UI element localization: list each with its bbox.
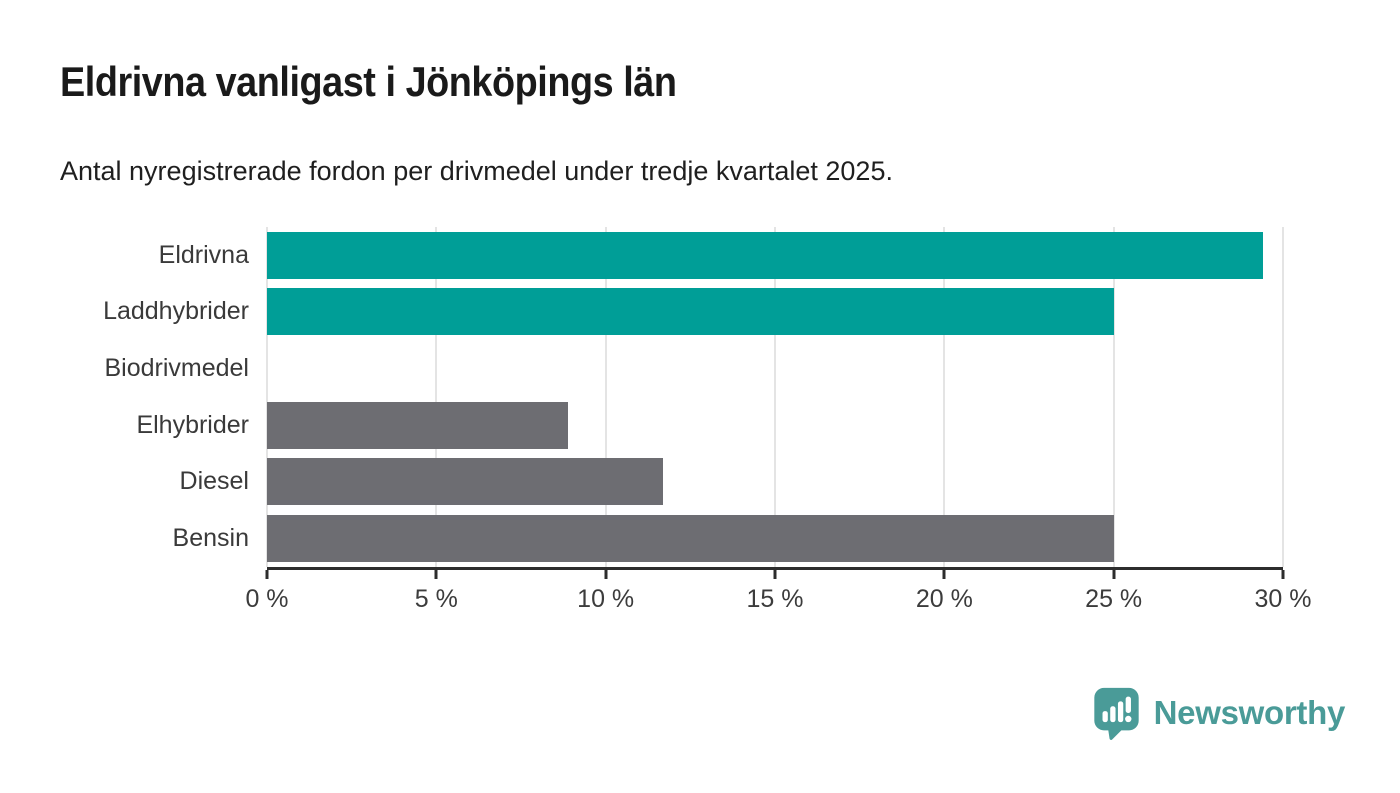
newsworthy-logo-icon: [1093, 687, 1139, 740]
bar-row: [267, 454, 1283, 511]
axis-tick: [773, 570, 777, 579]
bar-chart: Eldrivna Laddhybrider Biodrivmedel Elhybrid…: [60, 227, 1311, 627]
gridline: [435, 227, 438, 567]
bar-row: [267, 397, 1283, 454]
axis-tick-label: 25 %: [1085, 585, 1143, 613]
category-label: Eldrivna: [158, 240, 249, 269]
gridline: [604, 227, 607, 567]
category-axis: Eldrivna Laddhybrider Biodrivmedel Elhybrid…: [60, 227, 249, 567]
bar-eldrivna: [267, 231, 1263, 279]
bar-row: [267, 284, 1283, 341]
brand-name: Newsworthy: [1153, 694, 1346, 731]
axis-tick-label: 10 %: [577, 585, 635, 613]
category-label: Biodrivmedel: [104, 354, 249, 383]
bar-elhybrider: [267, 401, 569, 449]
gridline: [266, 227, 268, 567]
axis-tick-label: 0 %: [245, 585, 289, 613]
bar-bensin: [267, 515, 1114, 563]
axis-tick-label: 5 %: [414, 585, 458, 613]
axis-tick: [1112, 570, 1116, 579]
gridline: [1282, 227, 1284, 567]
x-axis-tick-labels: 0 % 5 % 10 % 15 % 20 % 25 % 30 %: [245, 585, 1311, 617]
category-label: Laddhybrider: [103, 297, 249, 326]
chart-subtitle: Antal nyregistrerade fordon per drivmede…: [60, 156, 893, 186]
gridline: [1112, 227, 1115, 567]
axis-tick-label: 15 %: [746, 585, 804, 613]
axis-tick: [1281, 570, 1285, 579]
bar-laddhybrider: [267, 288, 1114, 336]
page-title: Eldrivna vanligast i Jönköpings län: [60, 58, 677, 105]
bar-row: [267, 340, 1283, 397]
axis-tick: [265, 570, 269, 579]
category-label: Diesel: [179, 467, 249, 496]
bar-diesel: [267, 458, 664, 506]
axis-tick: [434, 570, 438, 579]
newsworthy-brand: Newsworthy: [1092, 686, 1345, 740]
plot-area: [266, 227, 1284, 567]
bar-row: [267, 227, 1283, 284]
x-axis-line: [265, 567, 1285, 579]
axis-tick: [604, 570, 608, 579]
axis-tick-label: 30 %: [1254, 585, 1312, 613]
bars: [267, 227, 1283, 567]
category-label: Elhybrider: [136, 410, 249, 439]
gridline: [943, 227, 946, 567]
category-label: Bensin: [172, 524, 249, 553]
axis-tick: [942, 570, 946, 579]
gridline: [774, 227, 776, 567]
axis-tick-label: 20 %: [915, 585, 973, 613]
gridlines: [266, 227, 1284, 567]
bar-row: [267, 510, 1283, 567]
